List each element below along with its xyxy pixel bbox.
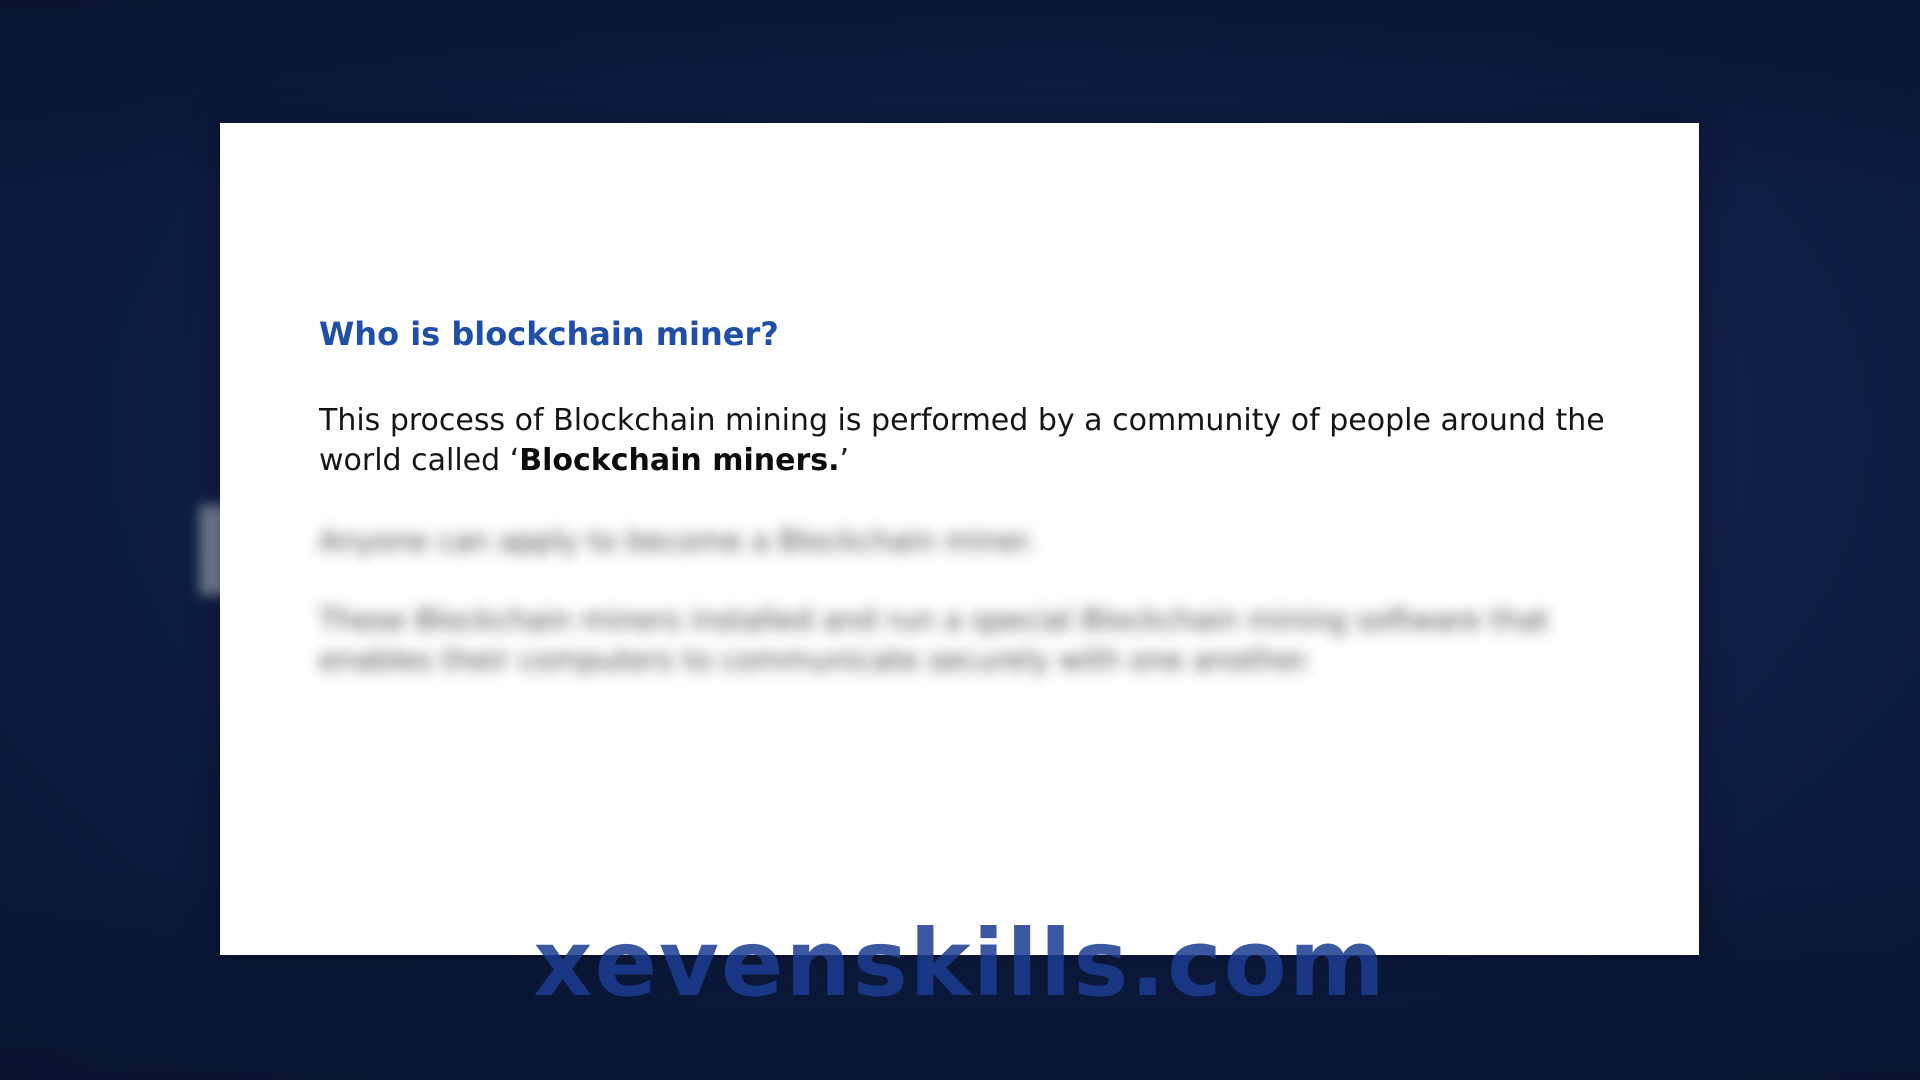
slide-title: Who is blockchain miner? — [319, 315, 779, 353]
slide-body-bold-term: Blockchain miners. — [519, 443, 840, 478]
blurred-text-paragraph: These Blockchain miners installed and ru… — [319, 603, 1549, 677]
watermark-logo-text: xevenskills.com — [533, 910, 1387, 1017]
presentation-slide: Who is blockchain miner? This process of… — [220, 123, 1699, 955]
slide-body-text: This process of Blockchain mining is per… — [319, 401, 1609, 481]
blurred-text-line: Anyone can apply to become a Blockchain … — [319, 524, 1036, 558]
slide-body-suffix: ’ — [839, 443, 850, 478]
slide-body-prefix: This process of Blockchain mining is per… — [319, 403, 1605, 478]
